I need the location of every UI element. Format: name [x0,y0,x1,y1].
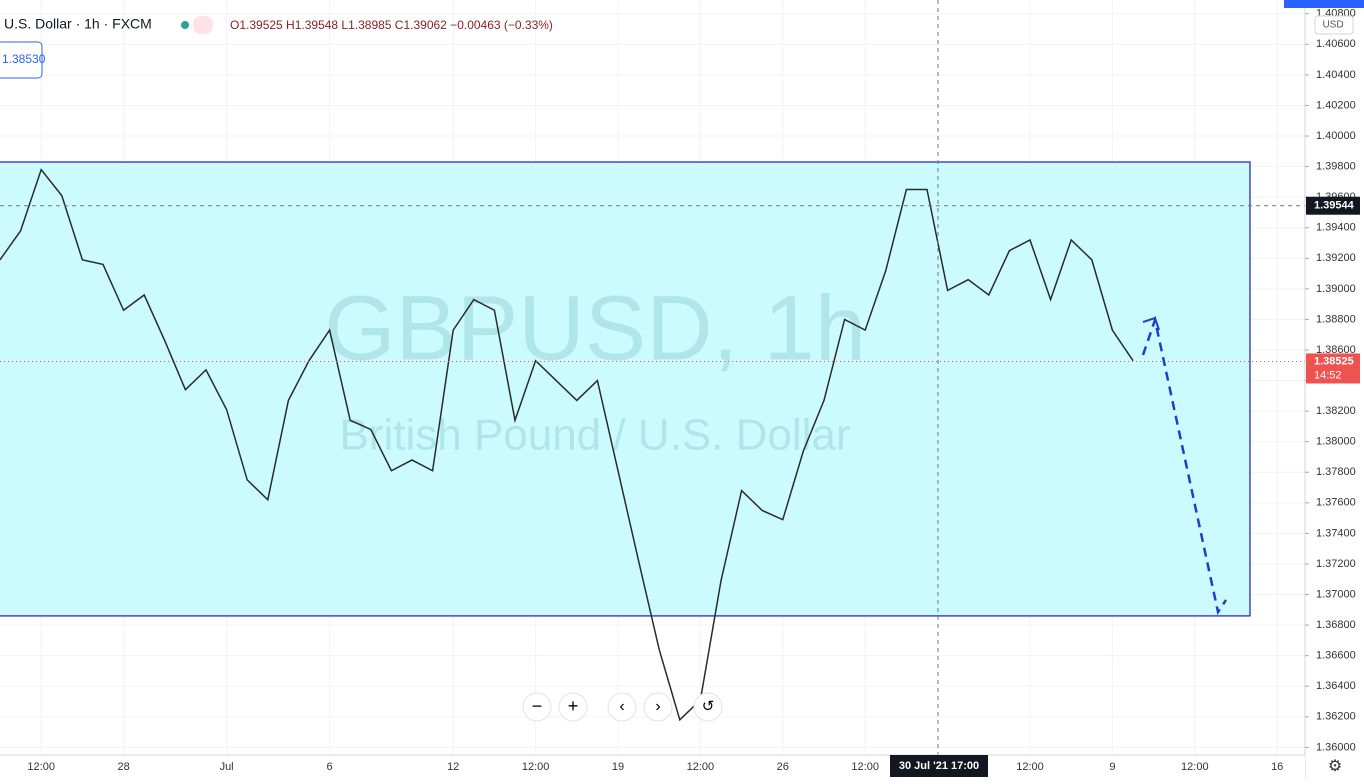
crosshair-time-box [890,755,988,777]
x-tick-label: 12:00 [851,761,879,773]
y-tick-label: 1.40000 [1316,130,1356,142]
x-tick-label: 26 [777,761,789,773]
currency-button[interactable] [1314,15,1354,35]
y-tick-label: 1.36800 [1316,619,1356,631]
x-tick-label: 12:00 [27,761,55,773]
zoom-in-icon[interactable]: + [568,696,579,716]
forecast-arrow [1141,315,1228,616]
y-tick-label: 1.40200 [1316,99,1356,111]
x-tick-label: 12:00 [522,761,550,773]
y-tick-label: 1.37400 [1316,527,1356,539]
last-price: 1.38525 [1314,355,1354,367]
x-tick-label: 9 [1109,761,1115,773]
scroll-right-icon[interactable]: › [655,698,660,715]
y-tick-label: 1.39200 [1316,252,1356,264]
y-tick-label: 1.36000 [1316,741,1356,753]
zoom-out[interactable] [522,692,552,722]
currency[interactable]: USD [1322,20,1343,31]
y-tick-label: 1.38200 [1316,405,1356,417]
arrow-head [1142,316,1160,331]
y-tick-label: 1.36200 [1316,711,1356,723]
x-tick-label: 28 [117,761,129,773]
symbol: U.S. Dollar · 1h · FXCM [4,16,152,32]
watermark-symbol: GBPUSD, 1h [324,277,866,379]
y-tick-label: 1.37800 [1316,466,1356,478]
price-line [0,168,1134,722]
y-tick-label: 1.38600 [1316,344,1356,356]
zoom-out-icon[interactable]: − [532,696,543,716]
y-tick-label: 1.39800 [1316,160,1356,172]
crosshair-price: 1.39544 [1314,200,1355,212]
scroll-left[interactable] [607,692,637,722]
y-tick-label: 1.36400 [1316,680,1356,692]
input-price[interactable]: 1.38530 [2,52,46,66]
y-tick-label: 1.37600 [1316,497,1356,509]
crosshair-time: 30 Jul '21 17:00 [899,760,979,772]
reset[interactable] [693,692,723,722]
y-tick-label: 1.38000 [1316,436,1356,448]
y-tick-label: 1.37000 [1316,588,1356,600]
y-tick-label: 1.39400 [1316,222,1356,234]
plot [0,168,1305,722]
y-tick-label: 1.37200 [1316,558,1356,570]
x-tick-label: 12:00 [687,761,715,773]
x-tick-label: 12:00 [1181,761,1209,773]
countdown: 14:52 [1314,369,1342,381]
ohlc: O1.39525 H1.39548 L1.38985 C1.39062 −0.0… [230,18,553,32]
watermark-name: British Pound / U.S. Dollar [339,411,850,460]
y-tick-label: 1.38800 [1316,313,1356,325]
y-tick-label: 1.39000 [1316,283,1356,295]
x-tick-label: 6 [327,761,333,773]
axes: 1.36000 1.36200 1.36400 1.36600 1.36800 1.370… [27,8,1360,773]
last-price-box [1306,353,1360,384]
y-tick-label: 1.40600 [1316,38,1356,50]
settings-icon[interactable]: ⚙ [1328,758,1342,775]
x-tick-label: Jul [220,761,234,773]
top-bar [1284,0,1364,8]
time-axis [0,755,1305,779]
y-tick-label: 1.40400 [1316,69,1356,81]
zoom-controls: − + ‹ › ↺ [522,692,723,722]
scroll-right[interactable] [643,692,673,722]
price-input[interactable] [0,41,43,79]
x-tick-label: 19 [612,761,624,773]
price-axis [1305,0,1364,779]
crosshair-price-box [1306,196,1360,215]
x-tick-label: 12:00 [1016,761,1044,773]
indicator-badge[interactable] [193,16,213,34]
x-tick-label: 12 [447,761,459,773]
zone-layer [0,161,1251,617]
y-tick-label: 1.36600 [1316,650,1356,662]
reset-icon[interactable]: ↺ [702,698,715,715]
scroll-left-icon[interactable]: ‹ [619,698,624,715]
x-tick-label: 16 [1271,761,1283,773]
market-dot [181,21,189,29]
zoom-in[interactable] [558,692,588,722]
zone [0,161,1251,617]
